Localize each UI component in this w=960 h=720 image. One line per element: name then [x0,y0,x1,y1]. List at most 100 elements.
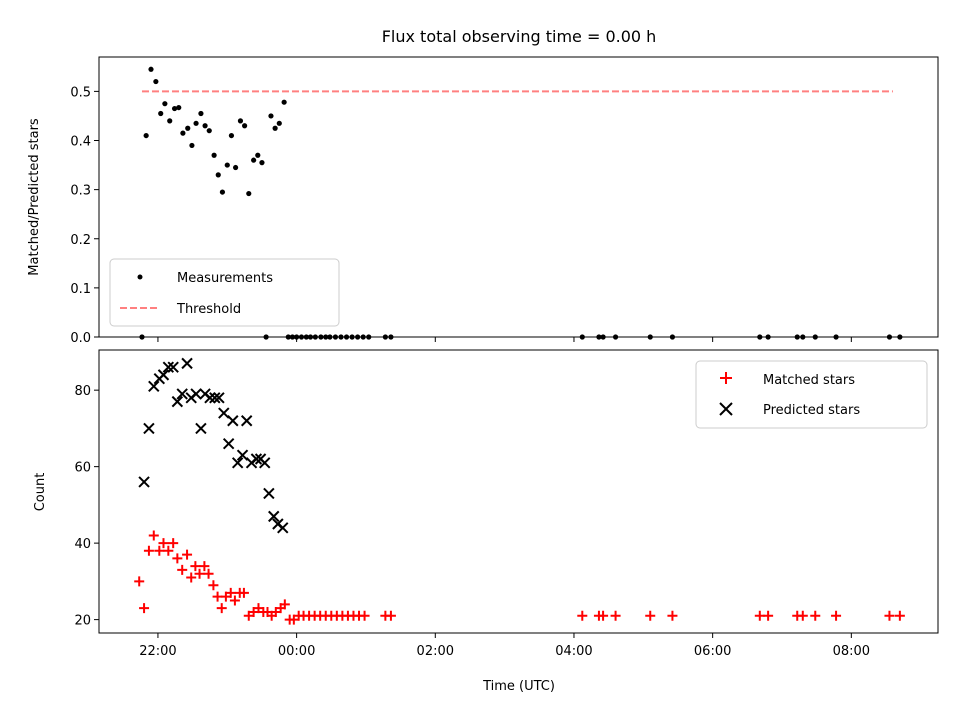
y-tick-label: 0.3 [70,184,91,199]
matched-stars-point [831,610,842,621]
matched-stars-point [186,572,197,583]
ratio-legend: Measurements Threshold [109,258,340,327]
x-axis-label: Time (UTC) [482,679,555,694]
matched-stars-point [610,610,621,621]
measurement-point [193,120,199,126]
y-tick-label: 0.1 [70,282,91,297]
predicted-stars-point [209,392,221,404]
x-tick-label: 00:00 [278,644,315,659]
measurement-point [185,125,191,131]
matched-stars-point [148,530,159,541]
measurement-point [246,190,252,197]
measurement-point [237,118,244,124]
predicted-stars-point [250,453,263,465]
y-tick-label: 0.2 [70,233,91,248]
figure-title: Flux total observing time = 0.00 h [382,27,657,46]
predicted-stars-point [277,522,289,534]
measurement-point [167,118,173,124]
measurement-point [189,142,195,149]
legend-measurements-marker [137,274,143,280]
matched-stars-point [208,580,219,591]
matched-stars-point [894,610,905,621]
predicted-stars-point [195,422,207,435]
predicted-stars-point [222,437,235,450]
matched-stars-point [359,610,370,621]
predicted-stars-point [143,422,155,435]
measurement-point [219,189,226,195]
predicted-stars-point [181,357,193,370]
measurement-point [162,101,168,107]
predicted-stars-point [231,457,244,469]
ratio-legend-box [109,258,340,327]
count-panel-frame [98,349,939,634]
matched-stars-point [279,599,290,610]
measurement-point [198,110,204,117]
matched-stars-point [763,610,774,621]
measurement-point [232,164,239,171]
predicted-stars-point [190,388,202,400]
measurement-point [180,130,186,136]
count-y-axis: 20 40 60 80 [74,384,99,629]
ratio-y-axis-label: Matched/Predicted stars [27,118,42,276]
matched-stars-point [884,610,895,621]
x-tick-label: 02:00 [417,644,454,659]
measurement-point [268,113,274,119]
matched-stars-point [163,545,174,556]
matched-stars-point [182,549,193,560]
matched-stars-point [190,561,201,572]
matched-stars-point [199,561,210,572]
measurement-point [211,152,217,158]
measurement-point [171,105,178,112]
matched-stars-point [139,603,150,614]
predicted-stars-point [259,457,271,469]
measurement-point [176,104,182,111]
matched-stars-point [810,610,821,621]
measurement-point [224,162,230,168]
legend-measurements-label: Measurements [177,271,273,286]
measurement-point [255,152,261,158]
matched-stars-point [577,610,588,621]
predicted-stars-point [204,392,216,404]
legend-predicted-marker [719,402,733,416]
count-marks [134,357,905,625]
measurement-point [251,157,257,163]
legend-threshold-label: Threshold [176,302,241,317]
matched-stars-point [645,610,656,621]
matched-stars-point [143,545,154,556]
matched-stars-point [238,587,249,598]
y-tick-label: 40 [74,537,91,552]
measurement-point [272,125,278,131]
legend-matched-marker [720,372,732,384]
matched-stars-point [797,610,808,621]
predicted-stars-point [227,415,239,427]
ratio-panel-frame [98,56,939,338]
measurement-point [228,132,235,139]
matched-stars-point [216,603,227,614]
y-tick-label: 0.5 [70,85,91,100]
matched-stars-point [385,610,396,621]
measurement-point [259,160,265,166]
x-tick-label: 08:00 [833,644,870,659]
measurement-point [206,128,212,134]
count-y-axis-label: Count [33,473,48,512]
legend-matched-label: Matched stars [763,373,855,388]
measurement-point [276,120,282,126]
x-tick-label: 22:00 [139,644,176,659]
matched-stars-point [168,538,179,549]
predicted-stars-point [213,392,225,404]
measurement-point [242,123,248,129]
y-tick-label: 60 [74,461,91,476]
measurement-point [215,172,221,178]
matched-stars-point [158,538,169,549]
matched-stars-point [194,568,205,579]
matched-stars-point [203,568,214,579]
matched-stars-point [154,545,165,556]
predicted-stars-point [157,369,170,381]
measurement-point [148,66,154,72]
predicted-stars-point [148,380,160,393]
measurement-point [158,110,164,117]
matched-stars-point [225,587,236,598]
y-tick-label: 0.4 [70,135,91,150]
x-tick-label: 06:00 [694,644,731,659]
